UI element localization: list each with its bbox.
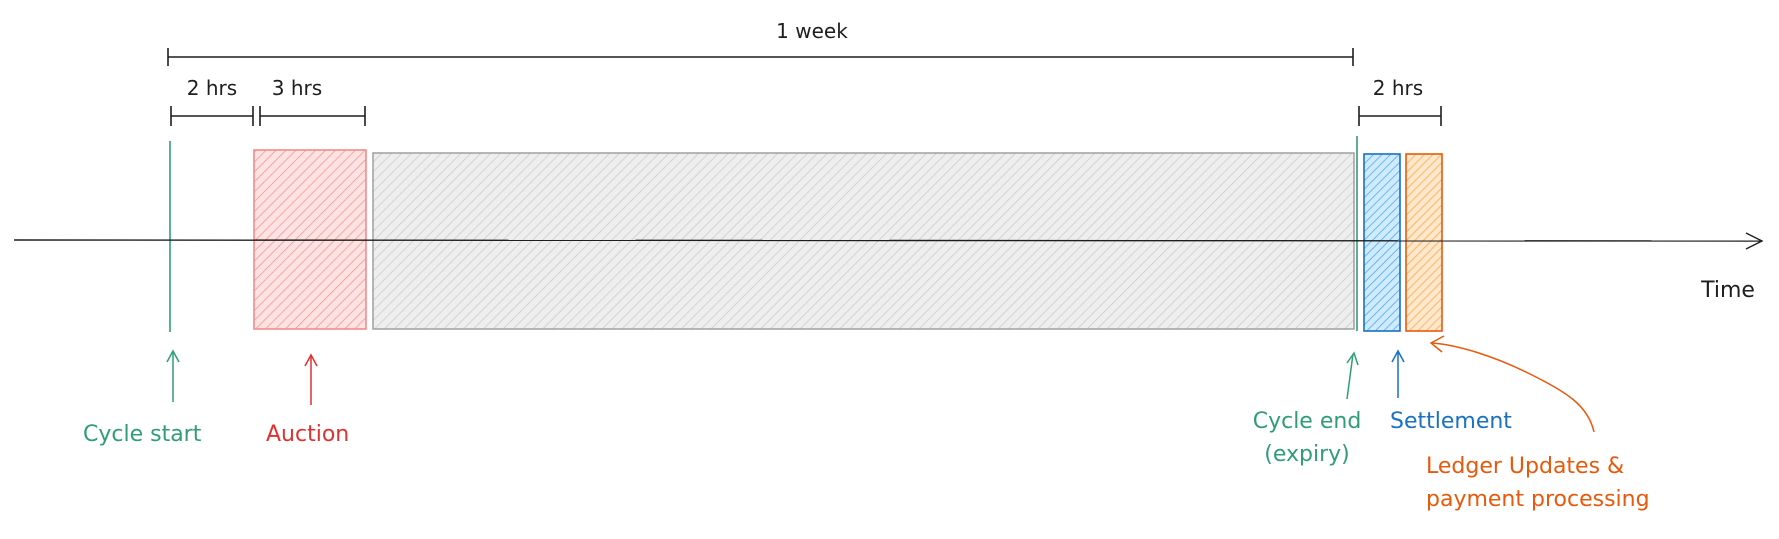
ledger-arrow-icon [1429,335,1595,433]
settlement-arrow-icon [1391,349,1405,398]
cycle-end-label-line2: (expiry) [1264,442,1349,467]
ledger-block [1405,153,1443,332]
ledger-label-line1: Ledger Updates & [1426,454,1624,479]
dimension-pre-auction: 2 hrs [170,76,254,126]
cycle-end-arrow-icon [1346,351,1359,400]
dimension-auction-label: 3 hrs [272,76,322,100]
dimension-week: 1 week [167,19,1354,66]
cycle-end-label-line1: Cycle end [1253,409,1362,434]
auction-arrow-icon [304,353,318,405]
axis-label-time: Time [1700,278,1755,303]
dimension-week-label: 1 week [776,19,848,43]
cycle-start-arrow-icon [166,349,180,402]
time-axis: Time [13,232,1764,303]
dimension-post-cycle: 2 hrs [1358,76,1442,126]
dimension-post-cycle-label: 2 hrs [1373,76,1423,100]
dimension-auction: 3 hrs [259,76,366,126]
ledger-label-line2: payment processing [1426,487,1650,512]
settlement-label: Settlement [1390,409,1512,434]
axis-arrowhead-icon [1745,232,1764,250]
cycle-start-label: Cycle start [83,422,202,447]
settlement-block [1363,153,1401,332]
auction-label: Auction [266,422,349,447]
dimension-pre-auction-label: 2 hrs [187,76,237,100]
